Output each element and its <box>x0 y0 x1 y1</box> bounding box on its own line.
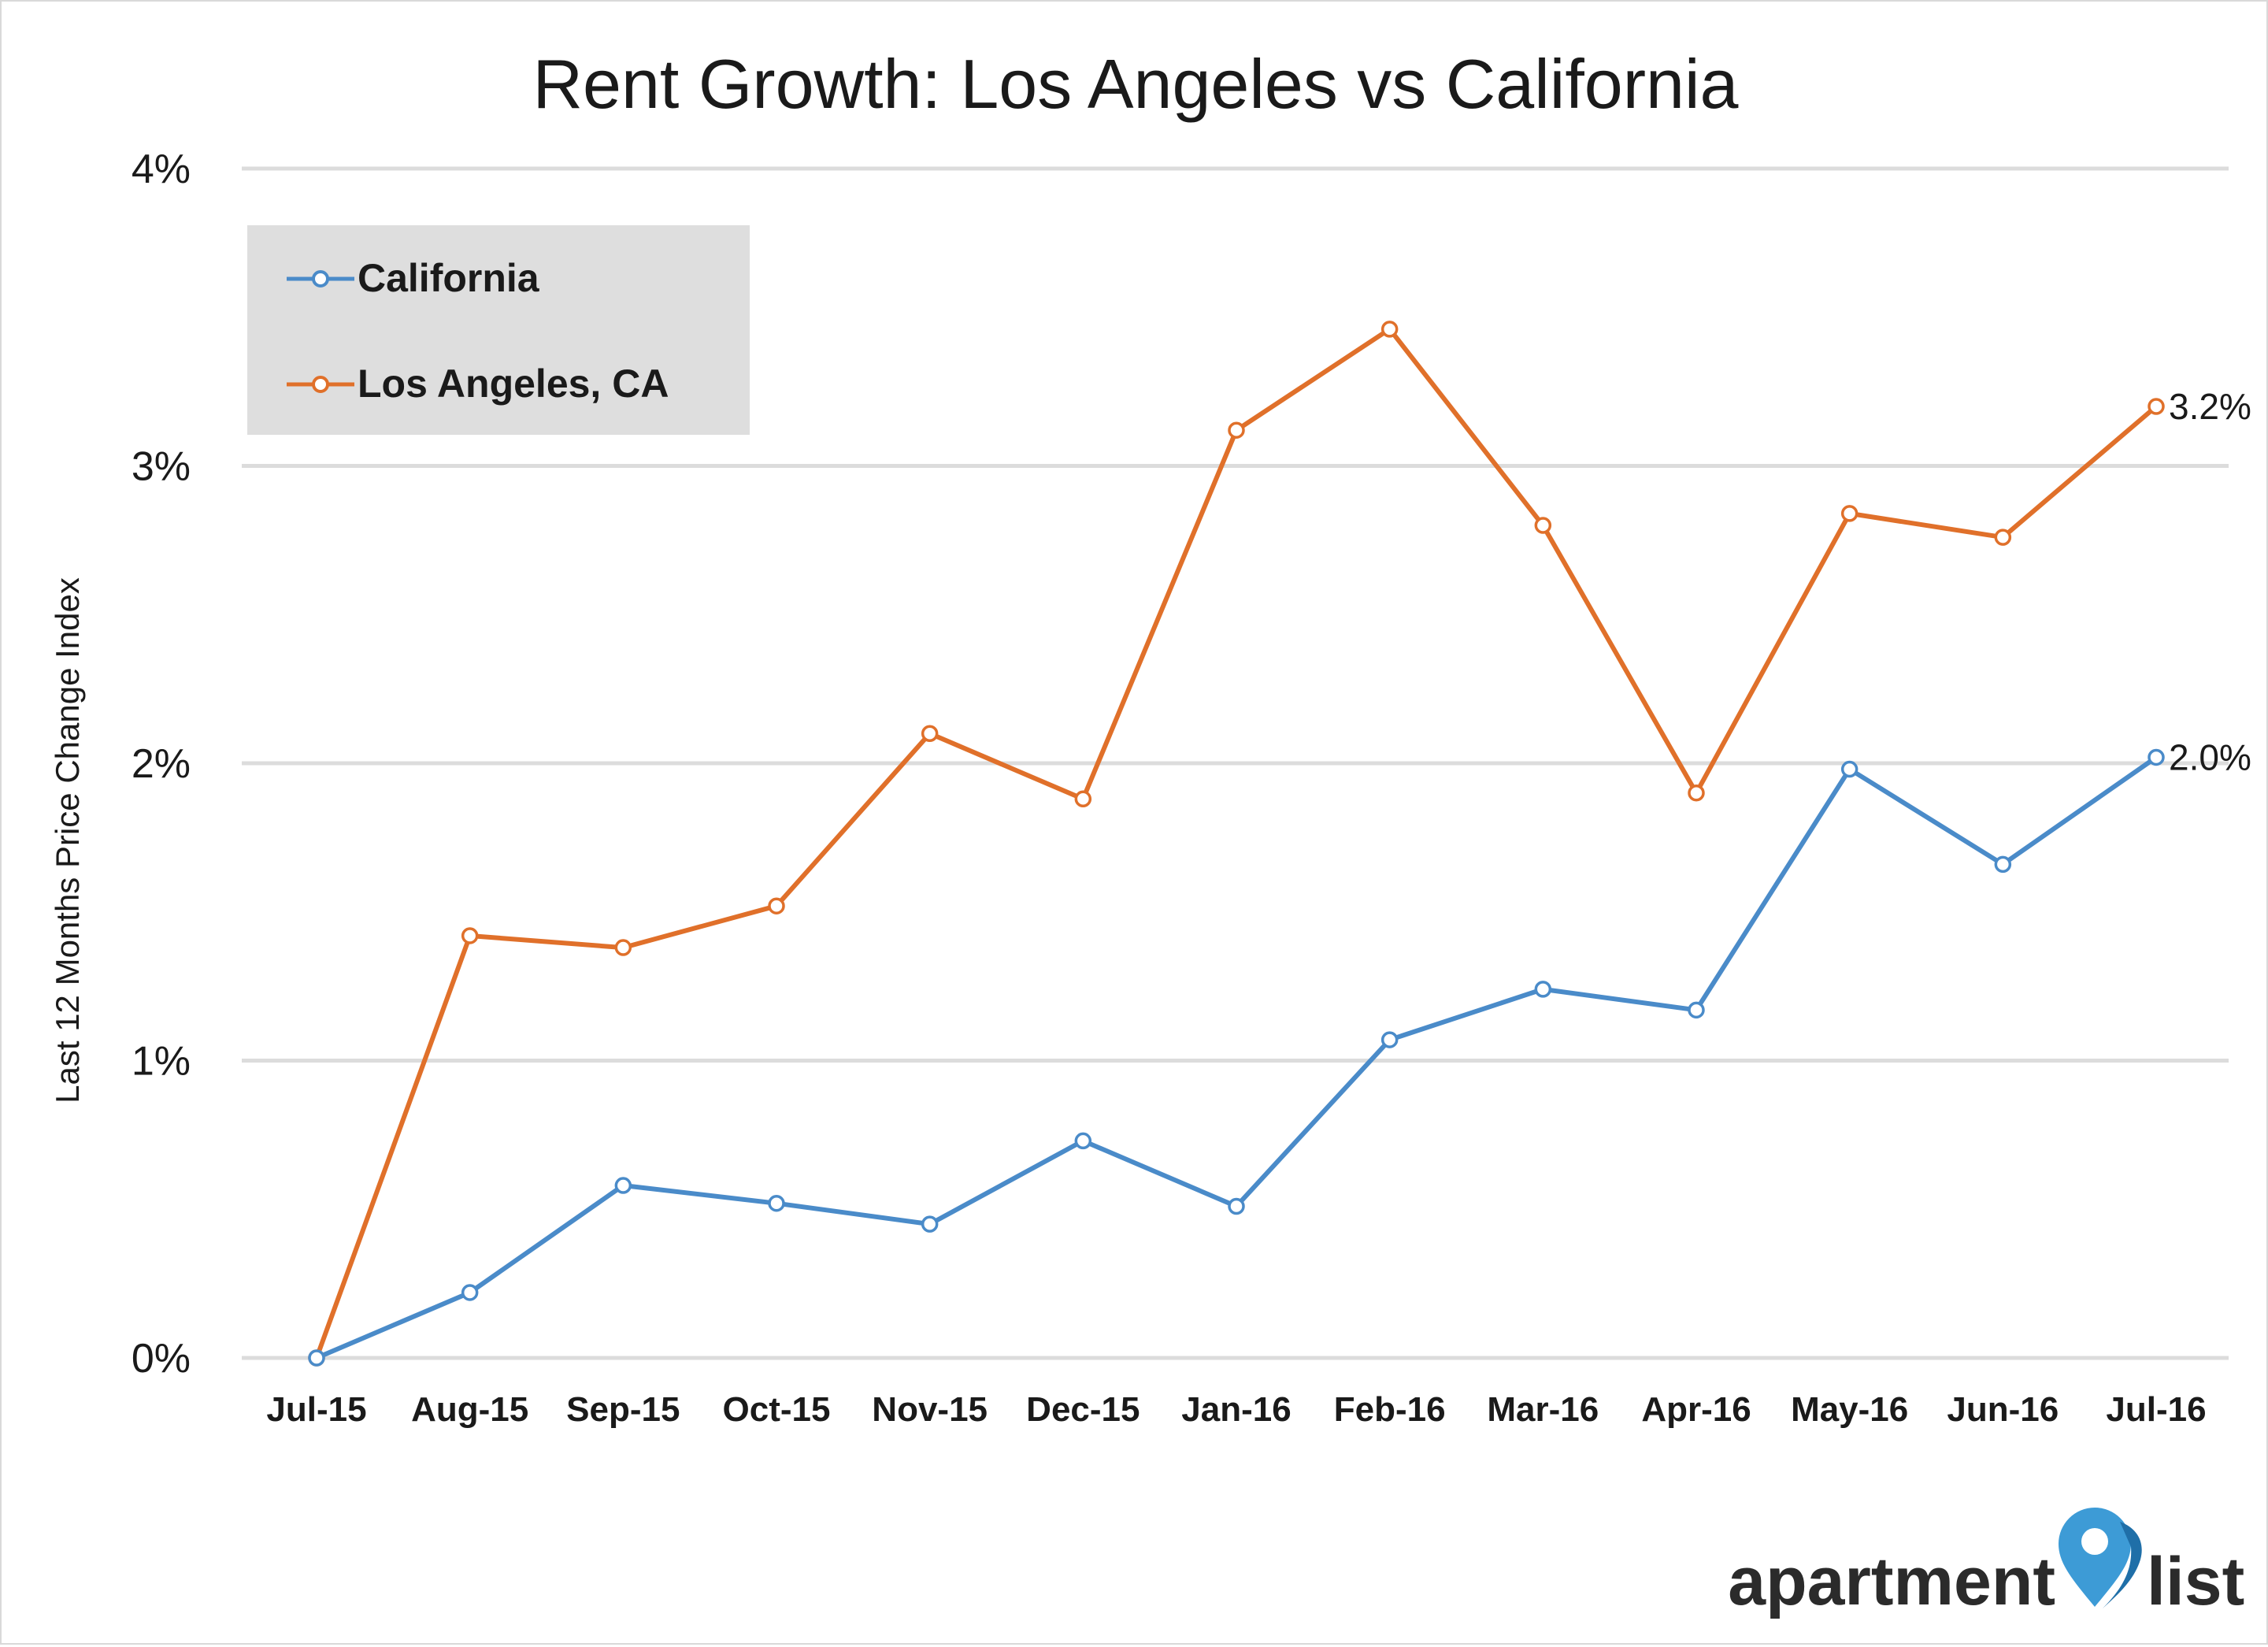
y-tick-label: 4% <box>132 147 191 192</box>
data-point-california <box>1688 1001 1705 1019</box>
x-tick-label: Aug-15 <box>411 1390 528 1429</box>
end-label-california: 2.0% <box>2169 736 2251 777</box>
data-point-california <box>461 1284 479 1301</box>
y-axis-ticks: 0% 1% 2% 3% 4% <box>132 147 191 1382</box>
data-point-los-angeles <box>1228 421 1245 439</box>
data-point-california <box>1380 1031 1399 1048</box>
legend-box <box>247 225 750 435</box>
x-tick-label: Dec-15 <box>1026 1390 1140 1429</box>
legend: California Los Angeles, CA <box>247 225 750 435</box>
data-point-california <box>1074 1132 1092 1150</box>
data-point-california <box>308 1349 325 1367</box>
data-point-los-angeles <box>1534 517 1552 534</box>
x-tick-label: Apr-16 <box>1641 1390 1751 1429</box>
pin-hole-icon <box>2081 1528 2108 1555</box>
data-point-california <box>768 1194 785 1212</box>
x-tick-label: Jan-16 <box>1181 1390 1291 1429</box>
x-tick-label: Nov-15 <box>872 1390 988 1429</box>
data-point-los-angeles <box>1994 529 2012 546</box>
x-tick-label: Oct-15 <box>723 1390 831 1429</box>
data-point-california <box>614 1177 632 1194</box>
map-pin-icon <box>2059 1508 2131 1607</box>
data-point-california <box>1840 760 1858 778</box>
legend-label-los-angeles: Los Angeles, CA <box>358 362 669 406</box>
y-axis-label: Last 12 Months Price Change Index <box>49 577 86 1104</box>
data-point-california <box>1228 1197 1245 1215</box>
data-point-los-angeles <box>768 897 785 914</box>
series-points <box>308 321 2165 1367</box>
y-tick-label: 1% <box>132 1039 191 1085</box>
x-tick-label: Feb-16 <box>1334 1390 1446 1429</box>
brand-logo: apartment list <box>1728 1508 2244 1619</box>
data-point-los-angeles <box>1074 790 1092 808</box>
x-tick-label: May-16 <box>1791 1390 1908 1429</box>
data-point-los-angeles <box>614 939 632 956</box>
legend-marker-los-angeles <box>312 376 329 393</box>
data-point-california <box>2148 748 2165 766</box>
data-point-los-angeles <box>1840 505 1858 522</box>
legend-label-california: California <box>358 256 540 300</box>
x-tick-label: Jul-15 <box>266 1390 366 1429</box>
logo-text-left: apartment <box>1728 1544 2055 1619</box>
x-tick-label: Sep-15 <box>566 1390 680 1429</box>
data-point-california <box>1534 981 1552 998</box>
data-point-los-angeles <box>921 725 939 742</box>
y-tick-label: 2% <box>132 741 191 787</box>
data-point-los-angeles <box>461 927 479 944</box>
x-tick-label: Jun-16 <box>1947 1390 2059 1429</box>
data-point-los-angeles <box>2148 398 2165 415</box>
end-label-los-angeles: 3.2% <box>2169 386 2251 427</box>
data-point-los-angeles <box>1380 321 1399 338</box>
data-point-california <box>1994 855 2012 874</box>
pin-shadow-icon <box>2103 1522 2142 1608</box>
y-tick-label: 3% <box>132 444 191 490</box>
gridlines <box>242 166 2229 1360</box>
logo-text-right: list <box>2147 1544 2244 1619</box>
data-point-california <box>921 1215 939 1233</box>
series-line-california <box>315 755 2158 1360</box>
end-labels: 3.2% 2.0% <box>2169 386 2251 777</box>
y-tick-label: 0% <box>132 1336 191 1382</box>
chart-title: Rent Growth: Los Angeles vs California <box>533 45 1739 123</box>
x-tick-label: Jul-16 <box>2106 1390 2206 1429</box>
x-tick-label: Mar-16 <box>1487 1390 1599 1429</box>
x-axis-ticks: Jul-15 Aug-15 Sep-15 Oct-15 Nov-15 Dec-15 Jan-… <box>266 1390 2206 1429</box>
data-point-los-angeles <box>1688 785 1705 802</box>
legend-marker-california <box>312 270 329 287</box>
